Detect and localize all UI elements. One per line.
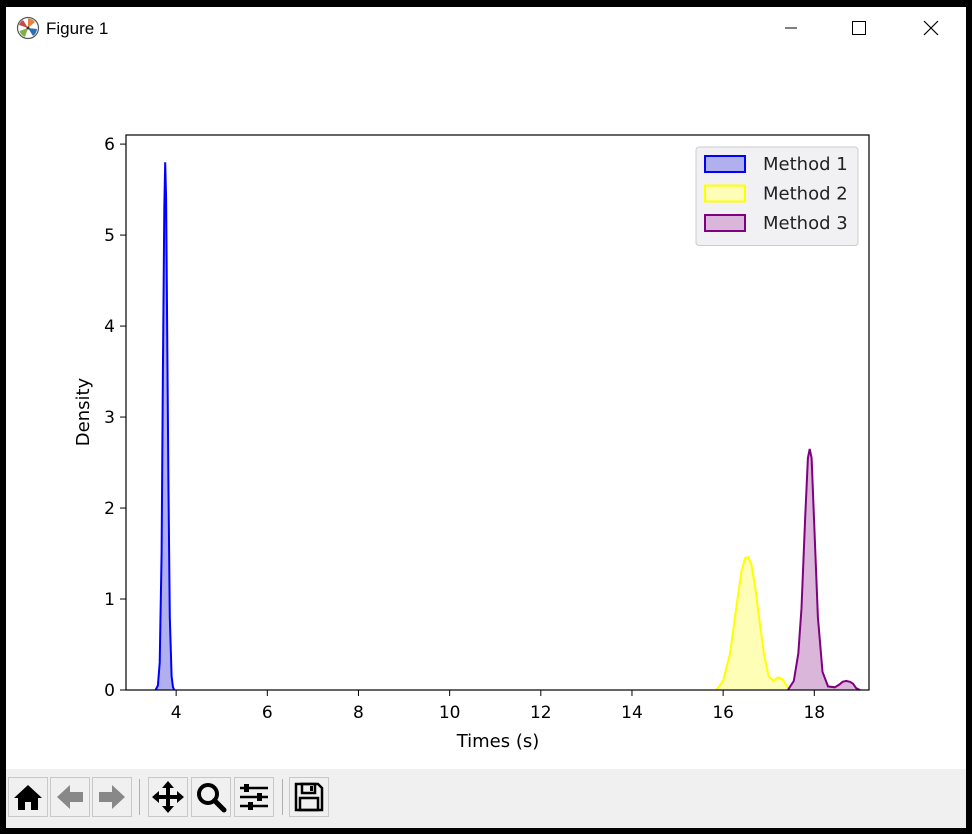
- legend-swatch: [704, 214, 746, 232]
- toolbar-separator: [282, 779, 283, 815]
- x-tick-label: 12: [530, 703, 552, 723]
- x-axis: 4 6 8 10 12 14 16 18: [171, 690, 825, 723]
- legend-swatch: [704, 155, 746, 173]
- x-tick-label: 6: [262, 703, 273, 723]
- y-axis-label: Density: [73, 377, 94, 446]
- title-bar: Figure 1: [6, 7, 966, 49]
- matplotlib-logo-icon: [16, 16, 40, 40]
- legend-swatch: [704, 184, 746, 203]
- forward-button[interactable]: [92, 777, 132, 817]
- back-button[interactable]: [50, 777, 90, 817]
- forward-arrow-icon: [99, 785, 125, 809]
- series-line-1: [154, 162, 176, 691]
- zoom-button[interactable]: [191, 777, 231, 817]
- close-button[interactable]: [908, 7, 954, 49]
- x-tick-label: 18: [803, 703, 825, 723]
- series-area-1: [155, 162, 175, 691]
- y-tick-label: 0: [104, 681, 115, 701]
- y-tick-label: 4: [104, 317, 115, 337]
- maximize-button[interactable]: [836, 7, 882, 49]
- y-tick-label: 3: [104, 408, 115, 428]
- legend: Method 1 Method 2 Method 3: [695, 146, 859, 246]
- y-tick-label: 1: [104, 590, 115, 610]
- y-tick-label: 5: [104, 226, 115, 246]
- y-tick-label: 2: [104, 499, 115, 519]
- move-icon: [152, 781, 184, 813]
- axes-frame: [125, 134, 870, 691]
- x-axis-label: Times (s): [456, 731, 540, 752]
- floppy-disk-icon: [294, 782, 324, 812]
- configure-subplots-button[interactable]: [234, 777, 274, 817]
- sliders-icon: [240, 784, 268, 810]
- home-button[interactable]: [8, 777, 48, 817]
- home-icon: [14, 785, 42, 810]
- legend-label: Method 3: [763, 213, 848, 234]
- series-area-2: [716, 557, 790, 690]
- magnifier-icon: [197, 783, 227, 813]
- window-title: Figure 1: [46, 19, 109, 38]
- series-line-3: [787, 448, 861, 691]
- x-tick-label: 4: [171, 703, 182, 723]
- x-tick-label: 14: [621, 703, 643, 723]
- x-tick-label: 8: [353, 703, 364, 723]
- pan-button[interactable]: [148, 777, 188, 817]
- x-tick-label: 16: [712, 703, 734, 723]
- y-tick-label: 6: [104, 135, 115, 155]
- back-arrow-icon: [57, 785, 83, 809]
- legend-label: Method 2: [763, 184, 848, 205]
- legend-label: Method 1: [763, 154, 848, 175]
- maximize-icon: [852, 21, 866, 35]
- series-layer: [154, 162, 861, 691]
- toolbar-separator: [139, 779, 140, 815]
- y-axis: 0 1 2 3 4 5 6: [104, 135, 126, 701]
- series-line-2: [715, 556, 791, 691]
- x-tick-label: 10: [439, 703, 461, 723]
- save-button[interactable]: [289, 777, 329, 817]
- minimize-icon: [785, 27, 797, 29]
- minimize-button[interactable]: [768, 7, 814, 49]
- close-icon: [923, 20, 939, 36]
- navigation-toolbar: [6, 769, 966, 828]
